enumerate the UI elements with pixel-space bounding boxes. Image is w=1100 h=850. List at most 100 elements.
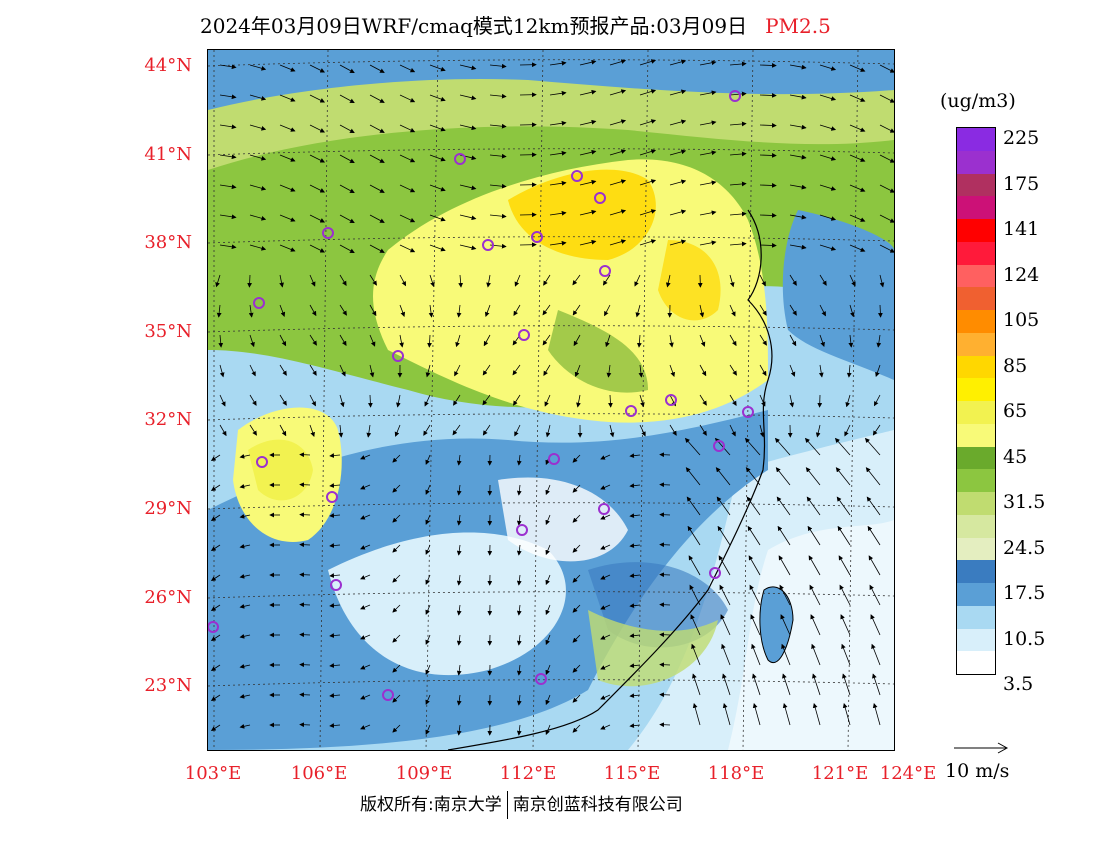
city-marker	[518, 329, 530, 341]
wind-vector	[789, 244, 807, 250]
wind-vector	[789, 154, 807, 160]
wind-vector	[279, 274, 284, 288]
city-marker	[516, 524, 528, 536]
wind-vector	[239, 633, 251, 639]
wind-vector	[729, 121, 747, 127]
wind-vector	[429, 274, 435, 288]
wind-vector	[453, 394, 461, 406]
wind-vector	[215, 274, 221, 288]
wind-vector	[427, 334, 432, 348]
wind-vector	[729, 241, 747, 247]
wind-vector	[210, 634, 221, 641]
wind-vector	[699, 180, 717, 186]
wind-vector	[629, 543, 641, 549]
wind-vector	[482, 424, 491, 436]
wind-vector	[669, 89, 687, 96]
wind-vector	[869, 584, 881, 606]
wind-vector	[360, 514, 371, 520]
wind-vector	[865, 467, 881, 486]
color-bar-segment	[956, 150, 996, 174]
wind-vector	[366, 424, 372, 438]
wind-vector	[659, 452, 671, 458]
wind-vector	[819, 274, 827, 286]
henan-green-patch	[548, 310, 648, 393]
wind-vector	[309, 154, 326, 163]
wind-vector	[239, 513, 251, 519]
wind-vector	[210, 544, 221, 551]
wind-vector	[239, 543, 251, 549]
wind-vector	[874, 394, 881, 407]
wind-vector	[841, 643, 851, 666]
city-marker	[548, 453, 560, 465]
wind-vector	[717, 525, 731, 546]
wind-vector	[489, 153, 507, 159]
wind-vector	[849, 274, 856, 287]
wind-vector	[749, 584, 761, 606]
wind-vector	[879, 244, 894, 253]
hunan-clean	[498, 477, 628, 562]
wind-vector	[299, 452, 311, 458]
wind-vector	[604, 304, 611, 317]
wind-vector	[399, 184, 416, 193]
wind-vector	[339, 154, 355, 163]
wind-vector	[218, 334, 224, 348]
wind-vector	[782, 673, 791, 696]
sea-clear	[728, 520, 894, 750]
wind-vector	[399, 274, 406, 287]
wind-vector	[789, 304, 797, 316]
wind-vector	[722, 703, 731, 726]
copyright-right: 南京创蓝科技有限公司	[512, 795, 683, 815]
map-title: 2024年03月09日WRF/cmaq模式12km预报产品:03月09日 PM2.…	[200, 10, 960, 40]
wind-vector	[721, 643, 731, 666]
wind-vector	[424, 394, 431, 407]
city-marker	[535, 673, 547, 685]
wind-vector	[834, 437, 851, 456]
wind-vector	[299, 512, 311, 518]
wind-vector	[360, 664, 371, 670]
color-bar-segment	[956, 583, 996, 606]
wind-vector	[459, 244, 477, 251]
wind-vector	[636, 334, 642, 348]
wind-vector	[699, 90, 717, 96]
wind-vector	[545, 604, 551, 616]
copyright-footer: 版权所有:南京大学 南京创蓝科技有限公司	[360, 790, 683, 819]
wind-vector	[879, 184, 894, 193]
graticule	[208, 50, 894, 750]
wind-vector	[729, 364, 737, 376]
color-bar-label: 124	[1003, 263, 1040, 286]
city-marker	[256, 456, 268, 468]
wind-vector	[299, 482, 311, 488]
wind-reference-label: 10 m/s	[945, 760, 1010, 782]
wind-vector	[512, 364, 521, 376]
wind-vector	[789, 124, 807, 130]
wind-vector	[489, 183, 507, 189]
wind-vector	[545, 634, 551, 646]
color-bar-segment	[956, 196, 996, 219]
color-bar-segment	[956, 537, 996, 561]
wind-vector	[819, 334, 825, 348]
wind-vector	[249, 154, 267, 161]
wind-vector	[629, 663, 641, 669]
wind-vector	[729, 394, 737, 406]
wind-vector	[279, 94, 296, 102]
wind-vector	[369, 184, 385, 193]
wind-vector	[456, 454, 462, 466]
lat-label: 29°N	[144, 498, 192, 519]
guangdong-moderate	[588, 610, 718, 687]
wind-vector	[629, 453, 641, 459]
wind-vector	[338, 424, 344, 438]
wind-vector	[516, 694, 522, 706]
wind-vector	[360, 484, 371, 490]
wind-vector	[425, 664, 431, 675]
wind-vector	[720, 614, 731, 636]
wind-vector	[659, 542, 671, 548]
wind-vector	[819, 154, 837, 161]
lat-label: 32°N	[144, 409, 192, 430]
wind-vector	[605, 334, 611, 348]
wind-vector	[483, 334, 491, 347]
pm25-map	[207, 49, 895, 751]
bohai-low	[782, 210, 894, 380]
wind-vector	[329, 543, 341, 548]
wind-vector	[513, 394, 521, 406]
wind-vector	[309, 184, 326, 193]
